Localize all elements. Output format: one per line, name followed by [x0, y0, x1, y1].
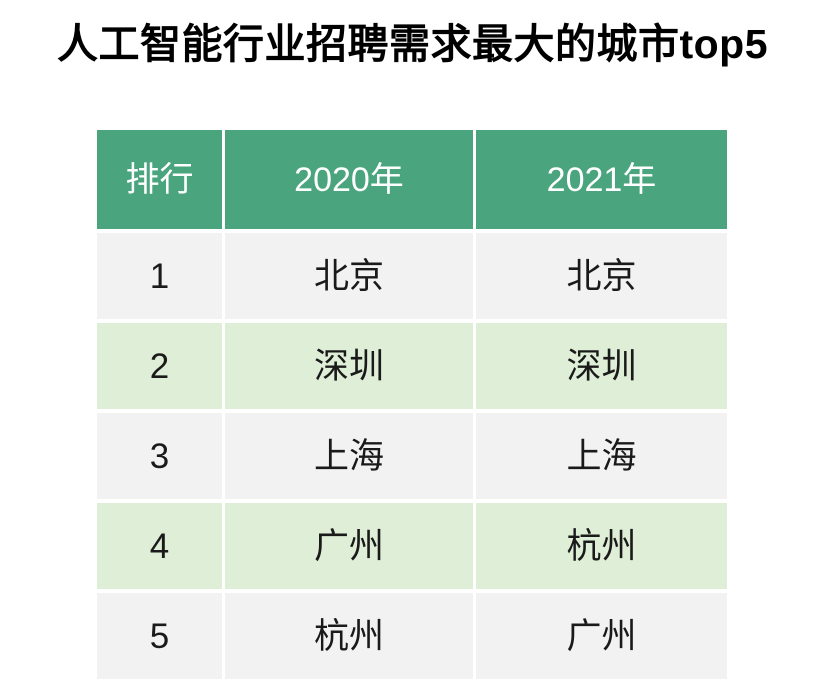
- rank-cell: 3: [97, 413, 222, 499]
- rank-cell: 2: [97, 323, 222, 409]
- header-cell-2020: 2020年: [225, 130, 473, 229]
- city-cell-2021: 北京: [476, 233, 727, 319]
- rank-cell: 4: [97, 503, 222, 589]
- city-cell-2020: 杭州: [225, 593, 473, 679]
- city-cell-2021: 上海: [476, 413, 727, 499]
- city-cell-2020: 上海: [225, 413, 473, 499]
- city-cell-2020: 北京: [225, 233, 473, 319]
- city-cell-2020: 广州: [225, 503, 473, 589]
- header-cell-2021: 2021年: [476, 130, 727, 229]
- header-cell-rank: 排行: [97, 130, 222, 229]
- city-ranking-table: 排行 2020年 2021年 1 北京 北京 2 深圳 深圳 3 上海 上海 4…: [97, 130, 727, 679]
- city-cell-2021: 广州: [476, 593, 727, 679]
- rank-cell: 5: [97, 593, 222, 679]
- city-cell-2021: 杭州: [476, 503, 727, 589]
- page-title: 人工智能行业招聘需求最大的城市top5: [56, 21, 769, 67]
- city-cell-2021: 深圳: [476, 323, 727, 409]
- rank-cell: 1: [97, 233, 222, 319]
- city-cell-2020: 深圳: [225, 323, 473, 409]
